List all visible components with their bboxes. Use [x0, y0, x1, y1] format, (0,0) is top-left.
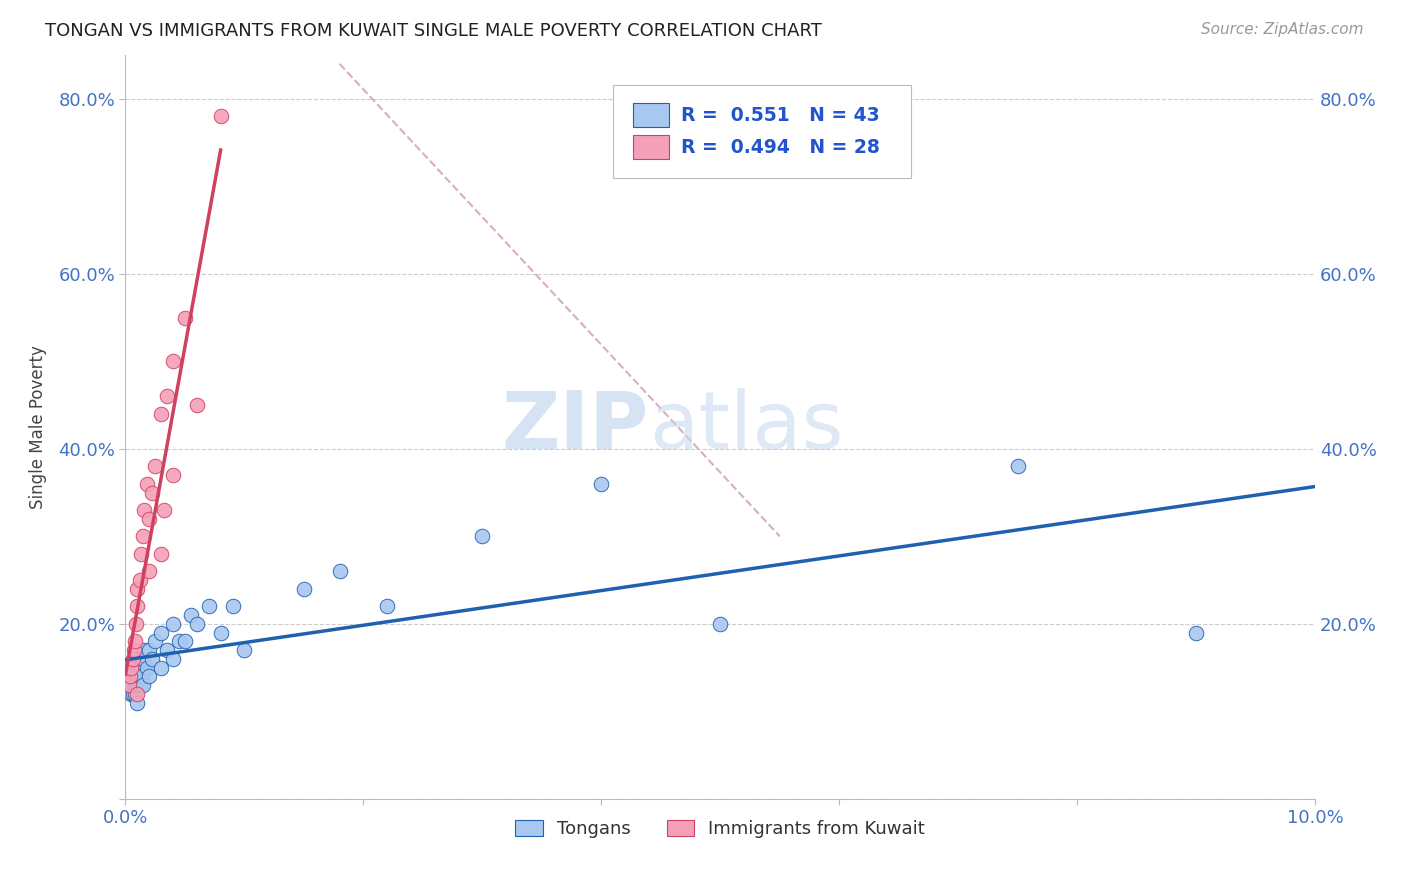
Text: R =  0.494   N = 28: R = 0.494 N = 28	[681, 138, 880, 157]
FancyBboxPatch shape	[634, 103, 669, 128]
Point	[127, 660, 149, 674]
Point	[134, 503, 156, 517]
Text: atlas: atlas	[650, 388, 844, 466]
Point	[162, 652, 184, 666]
Point	[197, 599, 219, 614]
Point	[134, 643, 156, 657]
Point	[124, 687, 146, 701]
Point	[138, 643, 160, 657]
Point	[135, 476, 157, 491]
FancyBboxPatch shape	[634, 136, 669, 160]
Point	[132, 529, 155, 543]
Point	[129, 660, 152, 674]
Point	[127, 696, 149, 710]
Point	[162, 354, 184, 368]
Point	[131, 669, 153, 683]
Point	[118, 678, 141, 692]
Point	[120, 660, 142, 674]
Text: Source: ZipAtlas.com: Source: ZipAtlas.com	[1201, 22, 1364, 37]
Point	[143, 634, 166, 648]
Point	[127, 599, 149, 614]
Point	[1007, 459, 1029, 474]
Y-axis label: Single Male Poverty: Single Male Poverty	[30, 345, 46, 509]
Point	[128, 573, 150, 587]
Legend: Tongans, Immigrants from Kuwait: Tongans, Immigrants from Kuwait	[509, 813, 932, 846]
Point	[1185, 625, 1208, 640]
Point	[209, 109, 232, 123]
Point	[162, 616, 184, 631]
Point	[233, 643, 256, 657]
Point	[125, 669, 148, 683]
Point	[121, 652, 143, 666]
Point	[156, 389, 179, 403]
Point	[375, 599, 398, 614]
Point	[150, 547, 173, 561]
Point	[138, 512, 160, 526]
Point	[221, 599, 243, 614]
Point	[209, 625, 232, 640]
Point	[150, 625, 173, 640]
Point	[174, 634, 197, 648]
Point	[125, 616, 148, 631]
Point	[122, 643, 145, 657]
Point	[471, 529, 494, 543]
Point	[120, 678, 142, 692]
Point	[138, 669, 160, 683]
Point	[127, 669, 149, 683]
Text: TONGAN VS IMMIGRANTS FROM KUWAIT SINGLE MALE POVERTY CORRELATION CHART: TONGAN VS IMMIGRANTS FROM KUWAIT SINGLE …	[45, 22, 823, 40]
Point	[186, 616, 208, 631]
FancyBboxPatch shape	[613, 85, 911, 178]
Point	[167, 634, 190, 648]
Point	[122, 669, 145, 683]
Point	[138, 565, 160, 579]
Point	[132, 652, 155, 666]
Point	[150, 660, 173, 674]
Point	[132, 678, 155, 692]
Point	[128, 678, 150, 692]
Point	[127, 582, 149, 596]
Point	[152, 503, 174, 517]
Point	[162, 468, 184, 483]
Point	[141, 485, 163, 500]
Point	[292, 582, 315, 596]
Point	[156, 643, 179, 657]
Point	[150, 407, 173, 421]
Point	[186, 398, 208, 412]
Point	[124, 634, 146, 648]
Point	[120, 669, 142, 683]
Point	[129, 547, 152, 561]
Point	[127, 678, 149, 692]
Point	[121, 687, 143, 701]
Text: R =  0.551   N = 43: R = 0.551 N = 43	[681, 106, 880, 125]
Text: ZIP: ZIP	[502, 388, 650, 466]
Point	[143, 459, 166, 474]
Point	[174, 310, 197, 325]
Point	[141, 652, 163, 666]
Point	[124, 678, 146, 692]
Point	[591, 476, 613, 491]
Point	[329, 565, 352, 579]
Point	[135, 660, 157, 674]
Point	[709, 616, 731, 631]
Point	[120, 687, 142, 701]
Point	[180, 608, 202, 623]
Point	[127, 687, 149, 701]
